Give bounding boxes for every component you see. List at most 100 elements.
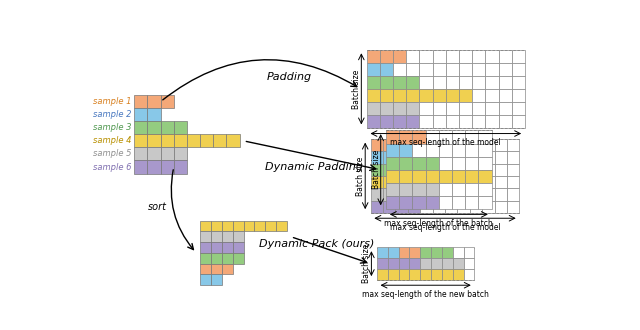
Bar (386, 196, 399, 209)
Bar (485, 89, 499, 102)
Bar (134, 95, 147, 108)
Bar (459, 63, 472, 76)
Bar (147, 95, 161, 108)
Bar (211, 264, 222, 275)
Bar (211, 220, 222, 231)
Text: Batch size: Batch size (352, 69, 361, 109)
Bar (211, 242, 222, 253)
Bar (459, 76, 472, 89)
Bar (371, 188, 383, 201)
Bar (431, 248, 442, 258)
Bar (446, 102, 459, 115)
Bar (161, 95, 174, 108)
Bar (439, 144, 452, 157)
Bar (472, 115, 485, 128)
Bar (445, 188, 458, 201)
Bar (431, 258, 442, 269)
Bar (393, 89, 406, 102)
Bar (161, 148, 174, 160)
Bar (507, 201, 520, 213)
Bar (383, 201, 396, 213)
Bar (485, 63, 499, 76)
Bar (478, 130, 492, 144)
Bar (412, 183, 426, 196)
Bar (433, 201, 445, 213)
Bar (200, 220, 211, 231)
Bar (399, 258, 410, 269)
Bar (406, 89, 419, 102)
Bar (478, 144, 492, 157)
Bar (458, 201, 470, 213)
Bar (380, 89, 393, 102)
Bar (244, 220, 254, 231)
Bar (408, 139, 420, 151)
Bar (147, 108, 161, 121)
Bar (371, 151, 383, 164)
Bar (507, 139, 520, 151)
Bar (445, 176, 458, 188)
Text: max seq-length of the new batch: max seq-length of the new batch (362, 290, 489, 299)
Bar (511, 115, 525, 128)
Bar (386, 130, 399, 144)
Bar (367, 50, 380, 63)
Bar (439, 196, 452, 209)
Bar (161, 160, 174, 174)
Bar (472, 50, 485, 63)
Bar (472, 76, 485, 89)
Bar (459, 50, 472, 63)
Bar (433, 164, 445, 176)
Bar (420, 188, 433, 201)
Bar (200, 264, 211, 275)
Bar (485, 115, 499, 128)
Bar (408, 151, 420, 164)
Bar (452, 248, 463, 258)
Bar (419, 115, 433, 128)
Bar (187, 134, 200, 148)
Bar (420, 269, 431, 280)
Bar (452, 269, 463, 280)
Bar (458, 164, 470, 176)
Bar (458, 151, 470, 164)
Bar (200, 253, 211, 264)
Bar (507, 176, 520, 188)
Bar (408, 164, 420, 176)
Bar (377, 258, 388, 269)
Bar (222, 242, 233, 253)
Bar (393, 102, 406, 115)
Bar (396, 176, 408, 188)
Bar (410, 269, 420, 280)
Bar (459, 102, 472, 115)
Bar (406, 115, 419, 128)
Bar (482, 139, 495, 151)
Bar (399, 130, 412, 144)
Bar (485, 102, 499, 115)
Bar (367, 115, 380, 128)
Bar (507, 188, 520, 201)
Bar (482, 176, 495, 188)
Bar (174, 121, 187, 134)
Bar (465, 170, 478, 183)
Bar (383, 151, 396, 164)
Bar (452, 130, 465, 144)
Text: sample 2: sample 2 (93, 110, 132, 119)
Bar (174, 134, 187, 148)
Bar (470, 201, 482, 213)
Bar (410, 248, 420, 258)
Bar (408, 188, 420, 201)
Bar (433, 188, 445, 201)
Bar (426, 130, 439, 144)
Bar (445, 151, 458, 164)
Bar (439, 183, 452, 196)
Bar (499, 115, 511, 128)
Bar (386, 157, 399, 170)
Bar (446, 115, 459, 128)
Bar (452, 170, 465, 183)
Bar (446, 89, 459, 102)
Bar (426, 183, 439, 196)
Bar (426, 196, 439, 209)
Bar (371, 176, 383, 188)
Bar (420, 248, 431, 258)
Bar (406, 63, 419, 76)
Bar (386, 144, 399, 157)
Bar (446, 50, 459, 63)
